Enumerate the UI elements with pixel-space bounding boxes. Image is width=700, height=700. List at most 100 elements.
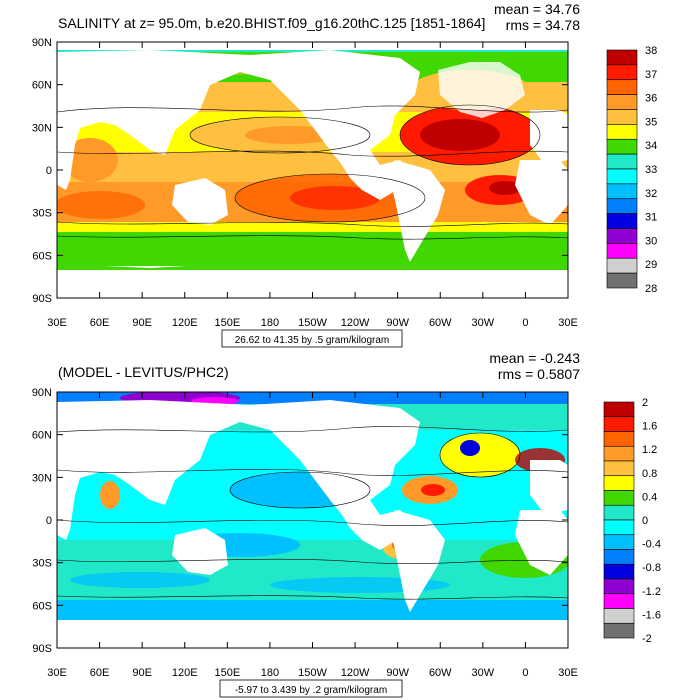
colorbar-swatch bbox=[603, 622, 635, 639]
colorbar-label: 38 bbox=[645, 45, 657, 57]
colorbar-label: -1.6 bbox=[642, 609, 661, 621]
colorbar-label: 30 bbox=[645, 235, 657, 247]
lat-tick-label: 90N bbox=[32, 387, 52, 399]
panel-title: SALINITY at z= 95.0m, b.e20.BHIST.f09_g1… bbox=[58, 15, 485, 31]
lon-tick-label: 120W bbox=[341, 667, 370, 679]
lon-tick-label: 0 bbox=[522, 667, 528, 679]
lon-tick-label: 90W bbox=[386, 317, 409, 329]
lon-tick-label: 30E bbox=[558, 317, 578, 329]
colorbar-swatch bbox=[603, 563, 635, 580]
colorbar-swatch bbox=[606, 168, 638, 185]
lon-tick-label: 30E bbox=[47, 317, 67, 329]
lon-tick-label: 0 bbox=[522, 317, 528, 329]
colorbar-label: 0.4 bbox=[642, 491, 657, 503]
colorbar-swatch bbox=[606, 183, 638, 200]
lon-tick-label: 60E bbox=[90, 317, 110, 329]
lon-tick-label: 150W bbox=[298, 667, 327, 679]
colorbar-swatch bbox=[603, 490, 635, 506]
colorbar-label: 37 bbox=[645, 69, 657, 81]
salinity-panel: SALINITY at z= 95.0m, b.e20.BHIST.f09_g1… bbox=[32, 1, 657, 348]
colorbar-label: 34 bbox=[645, 140, 657, 152]
colorbar-swatch bbox=[603, 445, 635, 462]
colorbar-swatch bbox=[606, 198, 638, 214]
lat-tick-label: 90N bbox=[32, 37, 52, 49]
lon-tick-label: 150E bbox=[214, 317, 240, 329]
colorbar-label: 2 bbox=[642, 397, 648, 409]
colorbar-swatch bbox=[603, 401, 635, 418]
rms-label: rms = 0.5807 bbox=[498, 366, 580, 382]
colorbar-label: 32 bbox=[645, 188, 657, 200]
colorbar-label: 0 bbox=[642, 515, 648, 527]
colorbar-label: 29 bbox=[645, 259, 657, 271]
axis-ticks: 90N 60N 30N 0 30S 60S 90S 30E 60E 90E 120E 150E 180 1… bbox=[32, 37, 578, 329]
map-field bbox=[57, 392, 568, 648]
lon-tick-label: 60W bbox=[429, 667, 452, 679]
lon-tick-label: 150W bbox=[298, 317, 327, 329]
colorbar-swatch bbox=[606, 213, 638, 229]
colorbar-swatch bbox=[603, 578, 635, 595]
range-label: 26.62 to 41.35 by .5 gram/kilogram bbox=[235, 335, 390, 346]
mean-label: mean = 34.76 bbox=[494, 1, 580, 17]
lat-tick-label: 30S bbox=[32, 208, 52, 220]
lon-tick-label: 30W bbox=[472, 667, 495, 679]
lon-tick-label: 120E bbox=[172, 317, 198, 329]
colorbar-swatch bbox=[606, 64, 638, 81]
colorbar-swatch bbox=[606, 272, 638, 289]
lon-tick-label: 120W bbox=[341, 317, 370, 329]
lon-tick-label: 150E bbox=[214, 667, 240, 679]
colorbar-swatch bbox=[606, 153, 638, 170]
colorbar-label: 0.8 bbox=[642, 468, 657, 480]
lat-tick-label: 60S bbox=[32, 600, 52, 612]
range-label: -5.97 to 3.439 by .2 gram/kilogram bbox=[235, 685, 387, 696]
colorbar-swatch bbox=[606, 49, 638, 66]
difference-panel: (MODEL - LEVITUS/PHC2) mean = -0.243 rms… bbox=[32, 350, 661, 698]
lon-tick-label: 60W bbox=[429, 317, 452, 329]
colorbar-swatch bbox=[603, 534, 635, 550]
colorbar-label: -0.4 bbox=[642, 539, 661, 551]
lon-tick-label: 90E bbox=[132, 317, 152, 329]
colorbar-swatch bbox=[603, 593, 635, 609]
lon-tick-label: 30E bbox=[558, 667, 578, 679]
colorbar-label: -1.2 bbox=[642, 586, 661, 598]
lat-tick-label: 0 bbox=[46, 165, 52, 177]
colorbar-label: 31 bbox=[645, 212, 657, 224]
colorbar-swatch bbox=[606, 79, 638, 95]
lat-tick-label: 90S bbox=[32, 293, 52, 305]
lat-tick-label: 0 bbox=[46, 515, 52, 527]
colorbar-swatch bbox=[603, 519, 635, 536]
rms-label: rms = 34.78 bbox=[506, 17, 581, 33]
colorbar-swatch bbox=[606, 124, 638, 140]
axis-ticks: 90N 60N 30N 0 30S 60S 90S 30E 60E 90E 120E 150E 180 1… bbox=[32, 387, 578, 679]
colorbar-swatch bbox=[603, 431, 635, 447]
colorbar: 38 37 36 35 34 33 32 31 30 29 28 bbox=[606, 45, 657, 295]
lon-tick-label: 30W bbox=[472, 317, 495, 329]
colorbar-swatch bbox=[603, 475, 635, 491]
lat-tick-label: 60N bbox=[32, 430, 52, 442]
range-label-box bbox=[219, 679, 403, 698]
lon-tick-label: 180 bbox=[261, 317, 279, 329]
range-label-box bbox=[221, 329, 403, 348]
lat-tick-label: 30N bbox=[32, 472, 52, 484]
map-field bbox=[57, 42, 568, 298]
colorbar-swatch bbox=[606, 228, 638, 244]
colorbar-swatch bbox=[603, 416, 635, 432]
lon-tick-label: 120E bbox=[172, 667, 198, 679]
colorbar-swatch bbox=[606, 109, 638, 125]
colorbar-label: 33 bbox=[645, 164, 657, 176]
lat-tick-label: 90S bbox=[32, 643, 52, 655]
colorbar-swatch bbox=[606, 94, 638, 110]
lon-tick-label: 60E bbox=[90, 667, 110, 679]
colorbar-swatch bbox=[603, 460, 635, 477]
mean-label: mean = -0.243 bbox=[489, 350, 580, 366]
colorbar-swatch bbox=[603, 608, 635, 624]
colorbar: 2 1.6 1.2 0.8 0.4 0 -0.4 -0.8 -1.2 -1.6 -2 bbox=[603, 397, 661, 645]
lon-tick-label: 90E bbox=[132, 667, 152, 679]
colorbar-swatch bbox=[606, 243, 638, 259]
colorbar-label: 1.2 bbox=[642, 444, 657, 456]
colorbar-label: 28 bbox=[645, 283, 657, 295]
colorbar-label: -2 bbox=[642, 633, 652, 645]
lon-tick-label: 90W bbox=[386, 667, 409, 679]
lon-tick-label: 180 bbox=[261, 667, 279, 679]
colorbar-swatch bbox=[606, 138, 638, 155]
